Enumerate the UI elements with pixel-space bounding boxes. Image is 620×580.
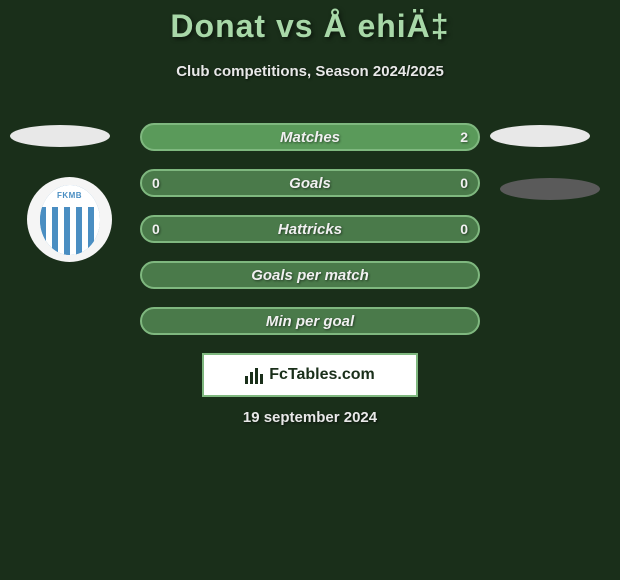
- stat-left-value: 0: [152, 175, 160, 191]
- badge-text: FKMB: [57, 191, 82, 200]
- branding-text: FcTables.com: [269, 366, 375, 384]
- stat-right-value: 2: [460, 129, 468, 145]
- page-title: Donat vs Å ehiÄ‡: [0, 0, 620, 45]
- stat-label: Goals: [289, 175, 331, 192]
- stat-label: Hattricks: [278, 221, 342, 238]
- stat-row-matches: Matches 2: [140, 123, 480, 151]
- stat-left-value: 0: [152, 221, 160, 237]
- stat-label: Min per goal: [266, 313, 354, 330]
- stat-row-hattricks: 0 Hattricks 0: [140, 215, 480, 243]
- stat-row-min-per-goal: Min per goal: [140, 307, 480, 335]
- page-subtitle: Club competitions, Season 2024/2025: [0, 63, 620, 80]
- stat-row-goals: 0 Goals 0: [140, 169, 480, 197]
- club-badge: FKMB: [27, 177, 112, 262]
- player-left-placeholder: [10, 125, 110, 147]
- player-right-placeholder: [490, 125, 590, 147]
- branding-box[interactable]: FcTables.com: [202, 353, 418, 397]
- stat-right-value: 0: [460, 221, 468, 237]
- stat-right-value: 0: [460, 175, 468, 191]
- player-right-shadow: [500, 178, 600, 200]
- date-label: 19 september 2024: [0, 409, 620, 426]
- chart-icon: [245, 366, 263, 384]
- stat-label: Matches: [280, 129, 340, 146]
- stat-row-goals-per-match: Goals per match: [140, 261, 480, 289]
- stat-label: Goals per match: [251, 267, 369, 284]
- stats-container: Matches 2 0 Goals 0 0 Hattricks 0 Goals …: [140, 123, 480, 353]
